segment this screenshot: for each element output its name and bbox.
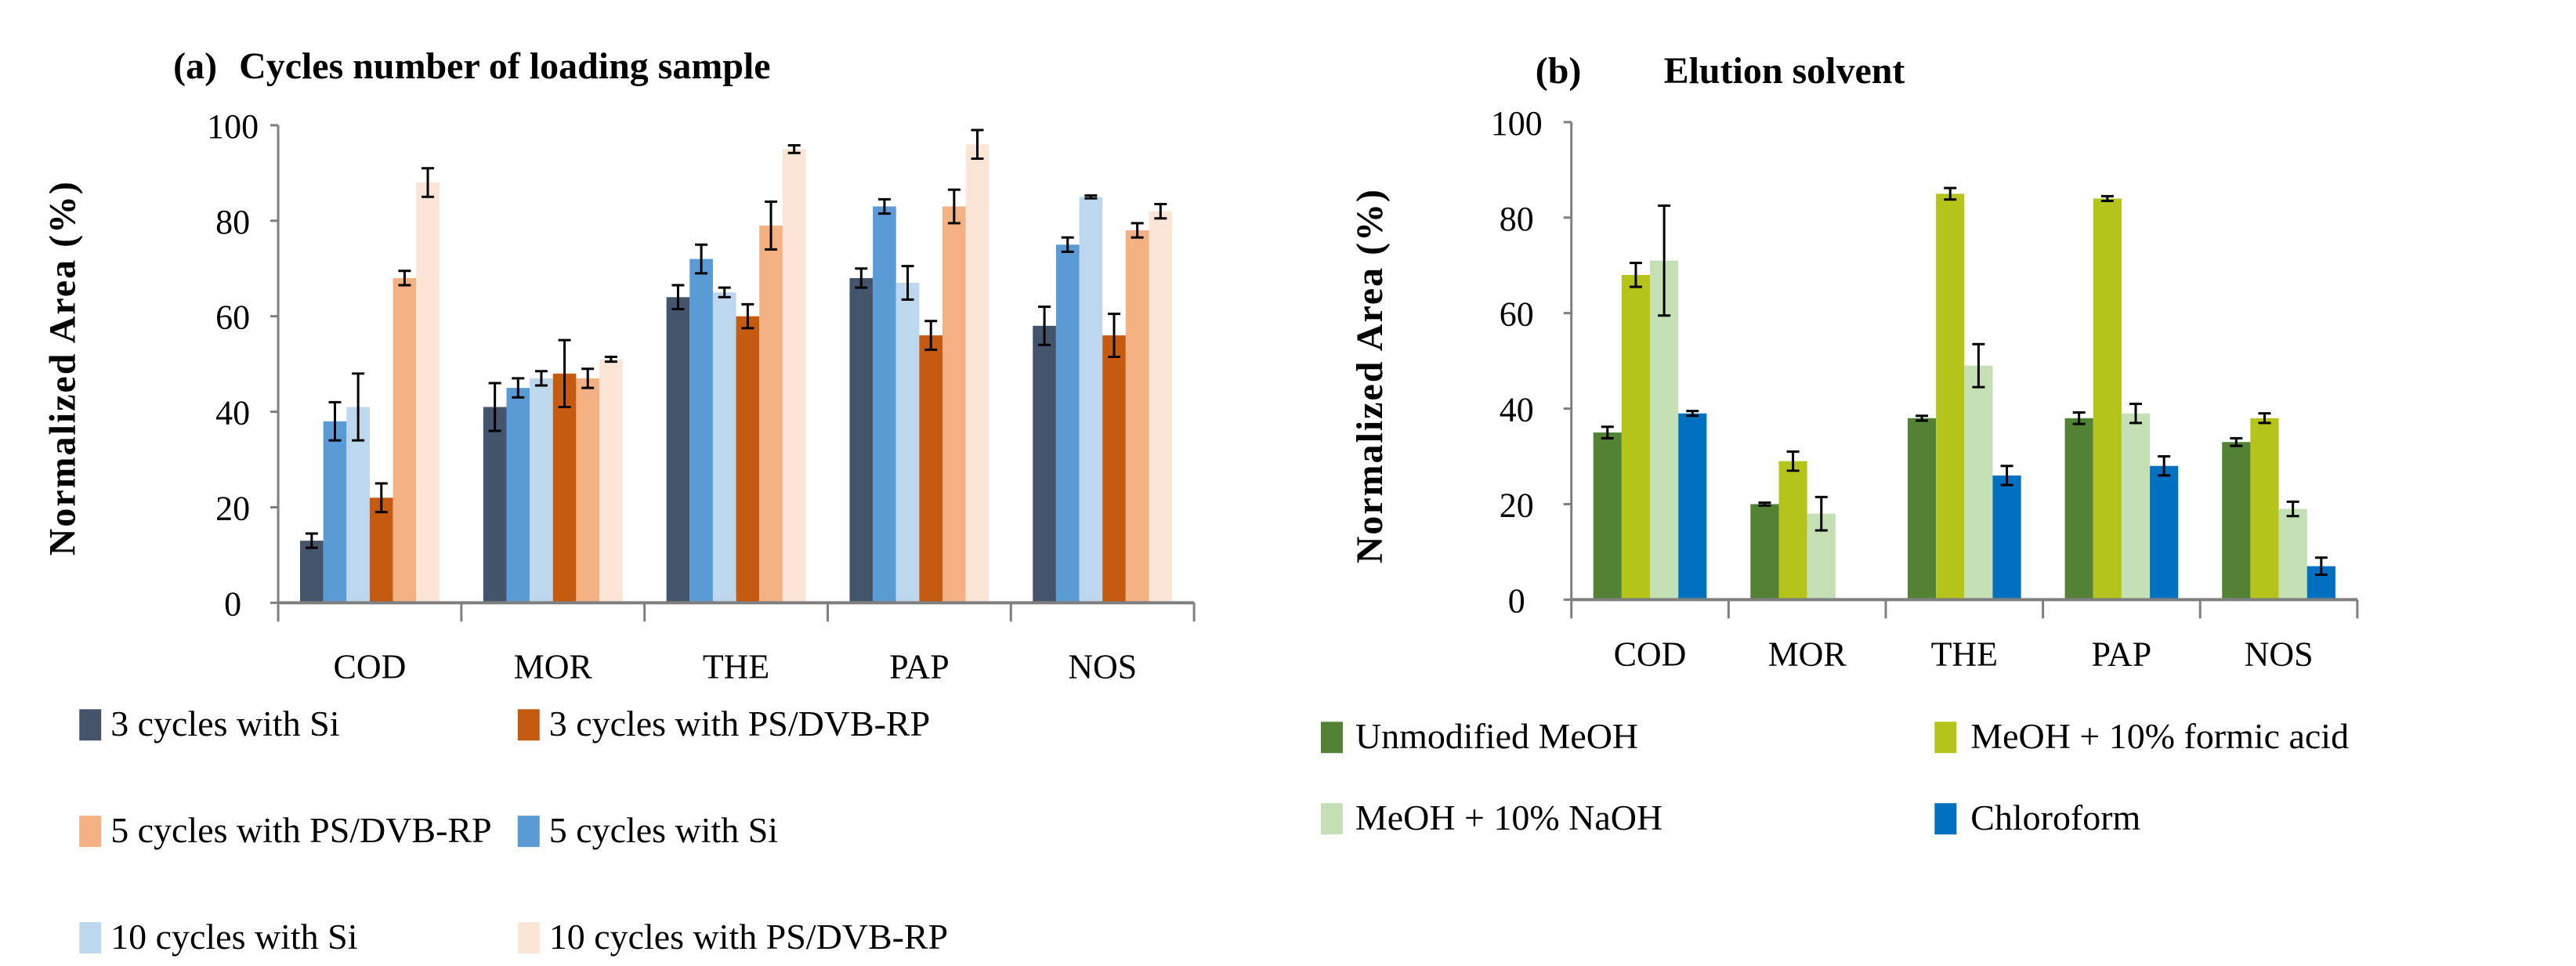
x-category-label: MOR [1768,635,1847,673]
y-tick-label: 100 [207,107,259,146]
panel-a-title: Cycles number of loading sample [239,45,771,87]
x-category-label: PAP [2092,635,2152,673]
bar-mor-series-2 [530,378,553,603]
legend-swatch [517,922,540,954]
panel-b-label: (b) [1536,50,1582,92]
y-tick-label: 100 [1491,104,1543,143]
bar-nos-series-1 [2250,418,2279,600]
panel-b-y-axis-label: Normalized Area (%) [1349,188,1391,563]
x-category-label: THE [703,647,769,686]
bar-nos-series-5 [1149,211,1173,603]
bar-cod-series-1 [323,421,347,603]
bar-the-series-3 [1992,475,2021,600]
y-tick-label: 20 [1500,486,1534,524]
y-tick-label: 40 [1500,391,1534,429]
bar-the-series-4 [759,225,783,603]
bar-pap-series-2 [2121,413,2151,600]
legend-label: 10 cycles with PS/DVB-RP [549,917,948,957]
x-category-label: COD [1614,635,1687,673]
bar-nos-series-2 [2278,508,2307,600]
x-category-label: MOR [514,647,593,686]
x-category-label: NOS [2245,635,2314,673]
bar-nos-series-1 [1055,244,1080,603]
legend-label: MeOH + 10% formic acid [1970,716,2349,756]
legend-label: Chloroform [1970,798,2140,838]
bar-mor-series-4 [576,378,600,603]
legend-swatch [517,709,540,741]
legend-label: 3 cycles with Si [110,704,339,743]
bar-cod-series-4 [393,277,417,603]
x-category-label: COD [334,647,407,686]
panel-a-chart: (a) Cycles number of loading sample Norm… [42,45,1196,957]
legend-label: 5 cycles with Si [549,810,778,850]
bar-pap-series-2 [895,283,920,603]
bar-cod-series-1 [1621,274,1651,600]
bar-nos-series-4 [1125,230,1149,603]
bar-the-series-0 [1907,418,1937,600]
y-tick-label: 60 [1500,295,1534,334]
bar-cod-series-0 [1593,432,1622,600]
bar-the-series-2 [712,292,736,603]
panel-b-title: Elution solvent [1664,50,1905,92]
bar-mor-series-3 [552,373,577,603]
bar-nos-series-3 [1102,335,1126,603]
y-tick-label: 20 [215,489,250,527]
y-tick-label: 0 [224,584,241,623]
bar-mor-series-5 [599,359,623,603]
bar-pap-series-4 [942,206,966,603]
legend-swatch [517,816,540,848]
bar-mor-series-1 [506,388,530,603]
bar-pap-series-0 [849,277,874,603]
bar-pap-series-0 [2064,418,2093,600]
bar-the-series-5 [782,149,806,603]
y-tick-label: 80 [215,203,250,241]
legend-swatch [79,816,102,848]
legend-swatch [1934,722,1957,754]
bar-cod-series-0 [300,541,324,603]
x-category-label: THE [1931,635,1998,673]
legend-swatch [1320,803,1343,835]
panel-a-label: (a) [173,45,217,87]
legend-label: Unmodified MeOH [1355,716,1638,756]
x-category-label: PAP [889,647,950,686]
bar-nos-series-0 [2222,442,2251,600]
panel-a-y-axis-label: Normalized Area (%) [42,180,83,555]
bar-cod-series-2 [1650,260,1679,600]
legend-label: MeOH + 10% NaOH [1355,798,1662,838]
bar-the-series-2 [1964,365,1993,600]
legend-swatch [1320,722,1343,754]
y-tick-label: 80 [1500,200,1534,238]
bar-the-series-1 [689,259,713,603]
bar-pap-series-3 [919,335,943,603]
bar-nos-series-2 [1079,197,1103,603]
legend-label: 10 cycles with Si [110,917,357,957]
bar-pap-series-3 [2150,465,2179,600]
bar-mor-series-0 [1750,504,1779,600]
bar-pap-series-5 [965,144,990,603]
bar-cod-series-3 [1678,413,1707,600]
y-tick-label: 60 [215,298,250,337]
x-category-label: NOS [1068,647,1137,686]
bar-mor-series-0 [483,407,507,603]
bar-cod-series-3 [369,497,393,603]
panel-b-chart: (b) Elution solvent Normalized Area (%) … [1320,50,2359,838]
legend-swatch [79,922,102,954]
bar-pap-series-1 [2093,198,2122,600]
bar-nos-series-0 [1033,325,1056,603]
bar-the-series-3 [736,316,760,603]
legend-swatch [79,709,102,741]
bar-mor-series-1 [1778,461,1807,600]
legend-label: 5 cycles with PS/DVB-RP [110,810,491,850]
bar-pap-series-1 [873,206,896,603]
legend-swatch [1934,803,1957,835]
bar-cod-series-5 [416,183,440,603]
y-tick-label: 0 [1508,581,1525,620]
legend-label: 3 cycles with PS/DVB-RP [549,704,930,743]
bar-the-series-0 [666,297,690,603]
bar-the-series-1 [1936,194,1965,600]
y-tick-label: 40 [215,394,250,432]
